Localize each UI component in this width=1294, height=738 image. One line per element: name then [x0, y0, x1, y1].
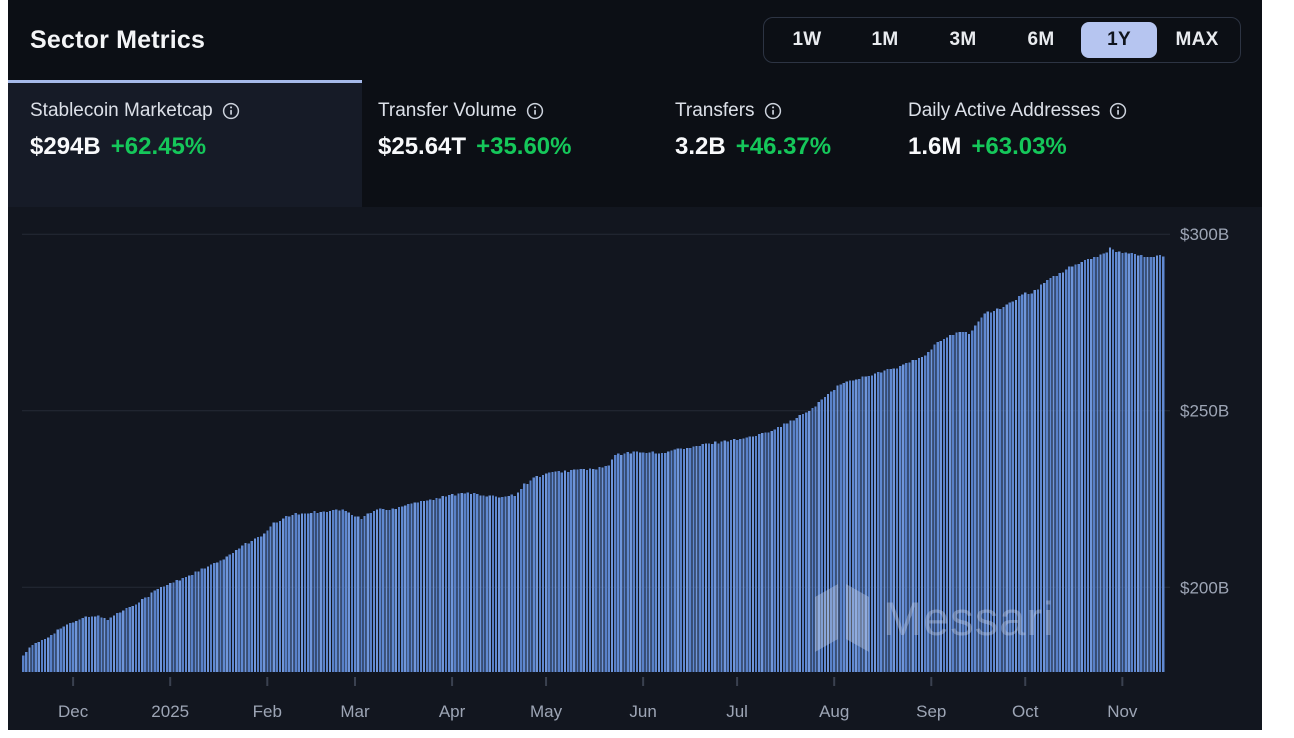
x-axis-label: Feb [253, 702, 282, 721]
x-axis-label: Aug [819, 702, 849, 721]
messari-watermark-text: Messari [883, 592, 1055, 645]
sector-metrics-panel: Sector Metrics 1W 1M 3M 6M 1Y MAX Stablecoin … [8, 0, 1262, 730]
range-button-3m[interactable]: 3M [925, 22, 1001, 58]
x-axis-label: Apr [439, 702, 466, 721]
x-axis-label: Nov [1107, 702, 1138, 721]
metric-label: Stablecoin Marketcap [30, 100, 213, 121]
x-axis-label: May [530, 702, 563, 721]
metric-tab-transfers[interactable]: Transfers 3.2B +46.37% [659, 80, 892, 207]
page-title: Sector Metrics [30, 25, 206, 54]
info-icon[interactable] [764, 102, 782, 120]
metric-value: $294B [30, 133, 101, 160]
metric-tab-stablecoin-marketcap[interactable]: Stablecoin Marketcap $294B +62.45% [8, 80, 362, 207]
range-button-1w[interactable]: 1W [769, 22, 845, 58]
range-button-1y[interactable]: 1Y [1081, 22, 1157, 58]
header: Sector Metrics 1W 1M 3M 6M 1Y MAX [8, 0, 1262, 80]
x-axis-label: Oct [1012, 702, 1039, 721]
x-axis-label: Jul [726, 702, 748, 721]
range-button-1m[interactable]: 1M [847, 22, 923, 58]
metric-label: Transfer Volume [378, 100, 517, 121]
metric-tab-transfer-volume[interactable]: Transfer Volume $25.64T +35.60% [362, 80, 659, 207]
x-axis-label: Dec [58, 702, 89, 721]
range-button-6m[interactable]: 6M [1003, 22, 1079, 58]
bars[interactable] [22, 247, 1165, 673]
info-icon[interactable] [526, 102, 544, 120]
y-axis-label: $300B [1180, 225, 1229, 244]
metric-tab-daily-active-addresses[interactable]: Daily Active Addresses 1.6M +63.03% [892, 80, 1232, 207]
messari-watermark: Messari [815, 584, 1055, 652]
chart-panel[interactable]: $300B $250B $200B Messari Dec 2025 Feb Mar Apr Ma… [8, 207, 1262, 730]
time-range-selector: 1W 1M 3M 6M 1Y MAX [763, 17, 1241, 63]
metric-label: Daily Active Addresses [908, 100, 1101, 121]
metric-value: $25.64T [378, 133, 467, 160]
metric-value: 3.2B [675, 133, 726, 160]
metric-value: 1.6M [908, 133, 962, 160]
metric-change: +63.03% [971, 133, 1067, 160]
metric-tabs: Stablecoin Marketcap $294B +62.45% Trans… [8, 80, 1262, 207]
y-axis-label: $250B [1180, 402, 1229, 421]
info-icon[interactable] [222, 102, 240, 120]
metric-change: +46.37% [735, 133, 832, 160]
metric-change: +35.60% [476, 133, 572, 160]
metric-label: Transfers [675, 100, 755, 121]
messari-logo-icon [815, 584, 838, 652]
range-button-max[interactable]: MAX [1159, 22, 1235, 58]
info-icon[interactable] [1109, 102, 1127, 120]
x-axis-label: Sep [916, 702, 946, 721]
stablecoin-marketcap-chart[interactable]: $300B $250B $200B Messari Dec 2025 Feb Mar Apr Ma… [8, 207, 1262, 730]
metric-change: +62.45% [110, 133, 207, 160]
y-axis-label: $200B [1180, 578, 1229, 597]
x-axis-label: Jun [629, 702, 656, 721]
x-axis-label: 2025 [151, 702, 189, 721]
x-axis-label: Mar [340, 702, 370, 721]
